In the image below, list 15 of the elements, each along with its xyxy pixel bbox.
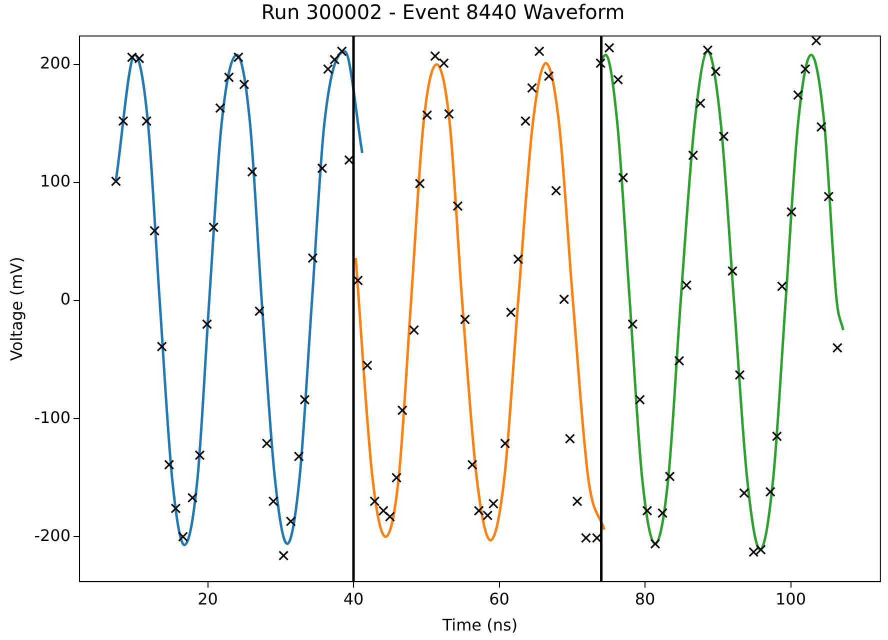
y-axis-title: Voltage (mV) — [6, 256, 26, 361]
chart-title: Run 300002 - Event 8440 Waveform — [261, 0, 625, 24]
x-tick-label: 60 — [489, 589, 510, 608]
y-tick-label: -100 — [34, 408, 71, 427]
x-tick-label: 80 — [634, 589, 656, 608]
x-axis-title: Time (ns) — [441, 616, 518, 635]
line-series — [114, 50, 364, 546]
y-tick-label: 100 — [40, 172, 71, 191]
y-tick-label: 200 — [40, 54, 71, 72]
y-tick-label: -200 — [34, 526, 71, 545]
x-tick-label: 100 — [775, 589, 806, 608]
x-tick-label: 20 — [198, 589, 218, 608]
y-tick-label: 0 — [60, 290, 71, 309]
x-tick-label: 40 — [343, 589, 364, 608]
line-series — [354, 62, 606, 542]
